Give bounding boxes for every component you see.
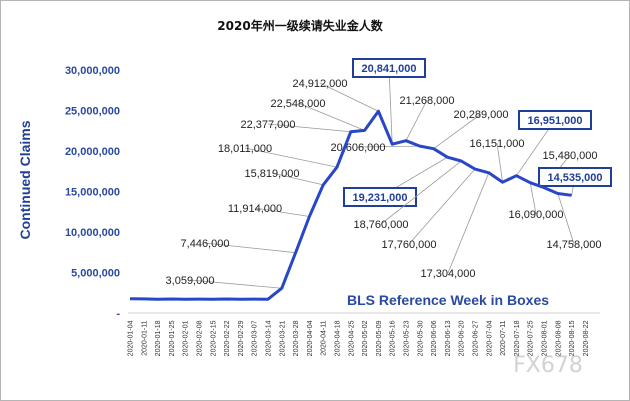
x-tick-label: 2020-08-08 (555, 320, 562, 356)
x-tick-label: 2020-03-07 (252, 320, 259, 356)
annotation-leader (297, 102, 365, 131)
chart-title: 2020年州一级续请失业金人数 (217, 18, 383, 33)
x-tick-label: 2020-03-14 (266, 320, 273, 356)
x-tick-label: 2020-02-08 (197, 320, 204, 356)
annotation-leader (388, 67, 393, 145)
annotation-leader (405, 99, 428, 141)
data-label: 3,059,000 (166, 275, 215, 287)
x-tick-label: 2020-06-27 (473, 320, 480, 356)
x-tick-label: 2020-06-06 (431, 320, 438, 356)
y-tick-label: 15,000,000 (65, 187, 120, 199)
annotation-leader (319, 82, 379, 112)
bls-reference-note: BLS Reference Week in Boxes (347, 292, 549, 308)
annotation-leader (271, 172, 324, 186)
watermark-logo: FX678 (513, 353, 583, 378)
y-tick-label: 20,000,000 (65, 146, 120, 158)
y-axis-label: Continued Claims (17, 120, 33, 239)
annotation-leader (447, 172, 490, 274)
data-label: 15,819,000 (244, 168, 299, 180)
data-label: 20,289,000 (453, 109, 508, 121)
annotation-box (352, 58, 426, 78)
y-tick-label: 30,000,000 (65, 65, 120, 77)
x-tick-label: 2020-01-04 (128, 320, 135, 356)
annotation-leader (244, 147, 338, 168)
annotation-leader (357, 145, 420, 148)
x-tick-label: 2020-08-15 (569, 320, 576, 356)
data-label: 16,090,000 (508, 209, 563, 221)
x-tick-label: 2020-02-01 (183, 320, 190, 356)
x-tick-label: 2020-07-11 (500, 320, 507, 355)
data-label: 19,231,000 (352, 192, 407, 204)
data-label: 21,268,000 (399, 95, 454, 107)
data-label: 20,841,000 (361, 63, 416, 75)
data-label: 24,912,000 (292, 78, 347, 90)
x-tick-label: 2020-05-09 (376, 320, 383, 356)
annotations: 3,059,000 7,446,000 11,914,000 15,819,000 18… (166, 58, 612, 289)
data-label: 15,480,000 (542, 150, 597, 162)
x-tick-label: 2020-06-13 (445, 320, 452, 356)
x-tick-label: 2020-05-16 (390, 320, 397, 356)
annotation-box (518, 110, 592, 130)
annotation-box (538, 167, 612, 187)
data-label: 7,446,000 (181, 238, 230, 250)
x-tick-label: 2020-07-04 (486, 320, 493, 356)
annotation-leader (433, 113, 482, 149)
data-label: 14,535,000 (547, 172, 602, 184)
x-tick-label: 2020-04-25 (348, 320, 355, 356)
x-tick-label: 2020-02-29 (238, 320, 245, 356)
data-label: 14,758,000 (546, 239, 601, 251)
x-tick-label: 2020-03-21 (279, 320, 286, 356)
annotation-leader (380, 160, 462, 225)
annotation-leader (254, 207, 310, 217)
annotation-leader (267, 123, 351, 133)
data-label: 22,548,000 (270, 98, 325, 110)
data-label: 20,606,000 (330, 142, 385, 154)
data-label: 16,951,000 (527, 115, 582, 127)
data-label: 17,304,000 (420, 268, 475, 280)
x-tick-label: 2020-04-11 (321, 320, 328, 355)
annotation-leader (557, 193, 575, 245)
x-tick-label: 2020-02-15 (210, 320, 217, 356)
y-tick-label: 25,000,000 (65, 106, 120, 118)
annotation-leader (408, 168, 476, 245)
x-tick-label: 2020-01-25 (169, 320, 176, 356)
x-tick-label: 2020-03-28 (293, 320, 300, 356)
y-tick-label: 5,000,000 (71, 268, 120, 280)
x-tick-label: 2020-01-18 (155, 320, 162, 356)
x-tick-label: 2020-08-22 (583, 320, 590, 356)
annotation-leader (496, 142, 503, 183)
x-tick-label: 2020-04-04 (307, 320, 314, 356)
data-label: 17,760,000 (381, 239, 436, 251)
annotation-leader (204, 242, 296, 254)
x-tick-label: 2020-01-11 (141, 320, 148, 355)
y-ticks: - 5,000,000 10,000,000 15,000,000 20,000,000… (65, 65, 120, 320)
x-tick-label: 2020-05-02 (362, 320, 369, 356)
x-tick-label: 2020-04-18 (335, 320, 342, 356)
data-label: 22,377,000 (240, 119, 295, 131)
x-tick-label: 2020-06-20 (459, 320, 466, 356)
y-tick-label: 10,000,000 (65, 227, 120, 239)
x-tick-label: 2020-08-01 (542, 320, 549, 356)
x-tick-label: 2020-05-23 (404, 320, 411, 356)
data-label: 11,914,000 (228, 203, 282, 215)
annotation-leader (529, 182, 537, 215)
x-tick-label: 2020-07-25 (528, 320, 535, 356)
data-label: 16,151,000 (469, 138, 524, 150)
x-tick-label: 2020-02-22 (224, 320, 231, 356)
data-label: 18,011,000 (218, 143, 272, 155)
x-tick-label: 2020-05-30 (417, 320, 424, 356)
x-ticks: 2020-01-04 2020-01-11 2020-01-18 2020-01-25… (128, 320, 590, 356)
y-tick-label: - (116, 308, 120, 320)
x-tick-label: 2020-07-18 (514, 320, 521, 356)
annotation-leader (189, 279, 282, 289)
data-label: 18,760,000 (353, 219, 408, 231)
series-line-continued-claims (129, 109, 572, 301)
